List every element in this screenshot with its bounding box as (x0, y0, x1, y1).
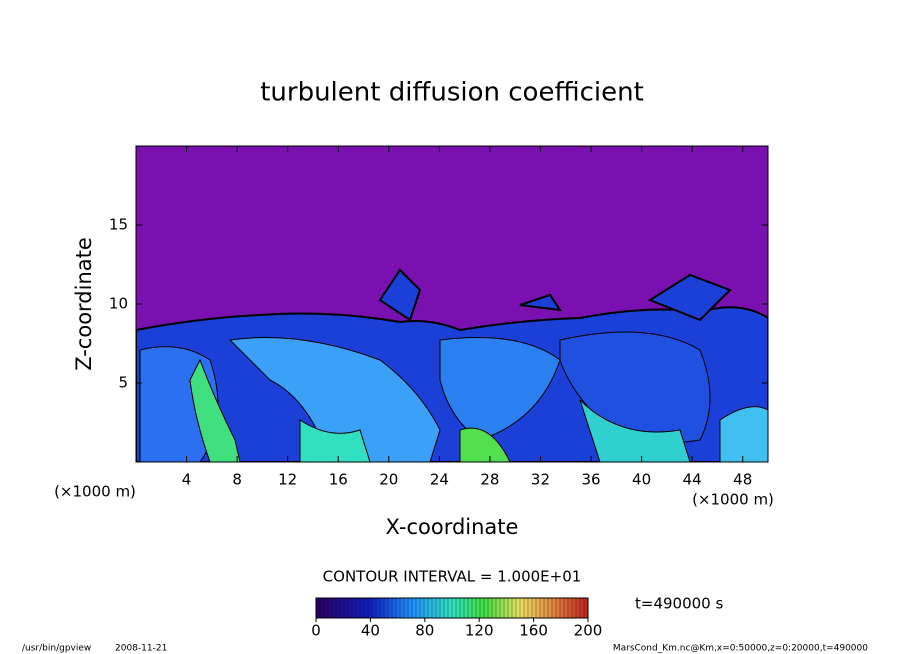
y-axis-label: Z-coordinate (72, 237, 96, 371)
x-tick-label: 24 (430, 471, 449, 489)
colorbar-tick-label: 160 (519, 622, 548, 640)
colorbar-tick-label: 40 (361, 622, 380, 640)
axis-unit: (×1000 m) (54, 483, 136, 501)
chart-title: turbulent diffusion coefficient (260, 78, 644, 108)
x-tick-label: 36 (581, 471, 600, 489)
x-tick-label: 28 (480, 471, 499, 489)
x-tick-label: 16 (329, 471, 348, 489)
colorbar-tick-label: 200 (574, 622, 603, 640)
colorbar-tick-label: 80 (415, 622, 434, 640)
x-tick-label: 44 (683, 471, 702, 489)
x-tick-label: 40 (632, 471, 651, 489)
x-tick-label: 8 (232, 471, 242, 489)
x-tick-label: 48 (733, 471, 752, 489)
x-tick-label: 12 (278, 471, 297, 489)
colorbar-tick-label: 0 (311, 622, 321, 640)
field (136, 146, 768, 462)
y-tick-label: 10 (109, 295, 128, 313)
x-tick-label: 20 (379, 471, 398, 489)
contour-interval: CONTOUR INTERVAL = 1.000E+01 (323, 568, 582, 586)
footer-source: MarsCond_Km.nc@Km,x=0:50000,z=0:20000,t=… (613, 644, 868, 654)
colorbar-tick-label: 120 (465, 622, 494, 640)
y-tick-label: 5 (118, 374, 128, 392)
y-tick-label: 15 (109, 216, 128, 234)
footer-date: 2008-11-21 (115, 644, 167, 654)
x-tick-label: 32 (531, 471, 550, 489)
x-axis-label: X-coordinate (386, 515, 519, 539)
axis-unit: (×1000 m) (692, 491, 774, 509)
time-annotation: t=490000 s (635, 595, 723, 613)
x-tick-label: 4 (182, 471, 192, 489)
footer-program: /usr/bin/gpview (22, 644, 91, 654)
